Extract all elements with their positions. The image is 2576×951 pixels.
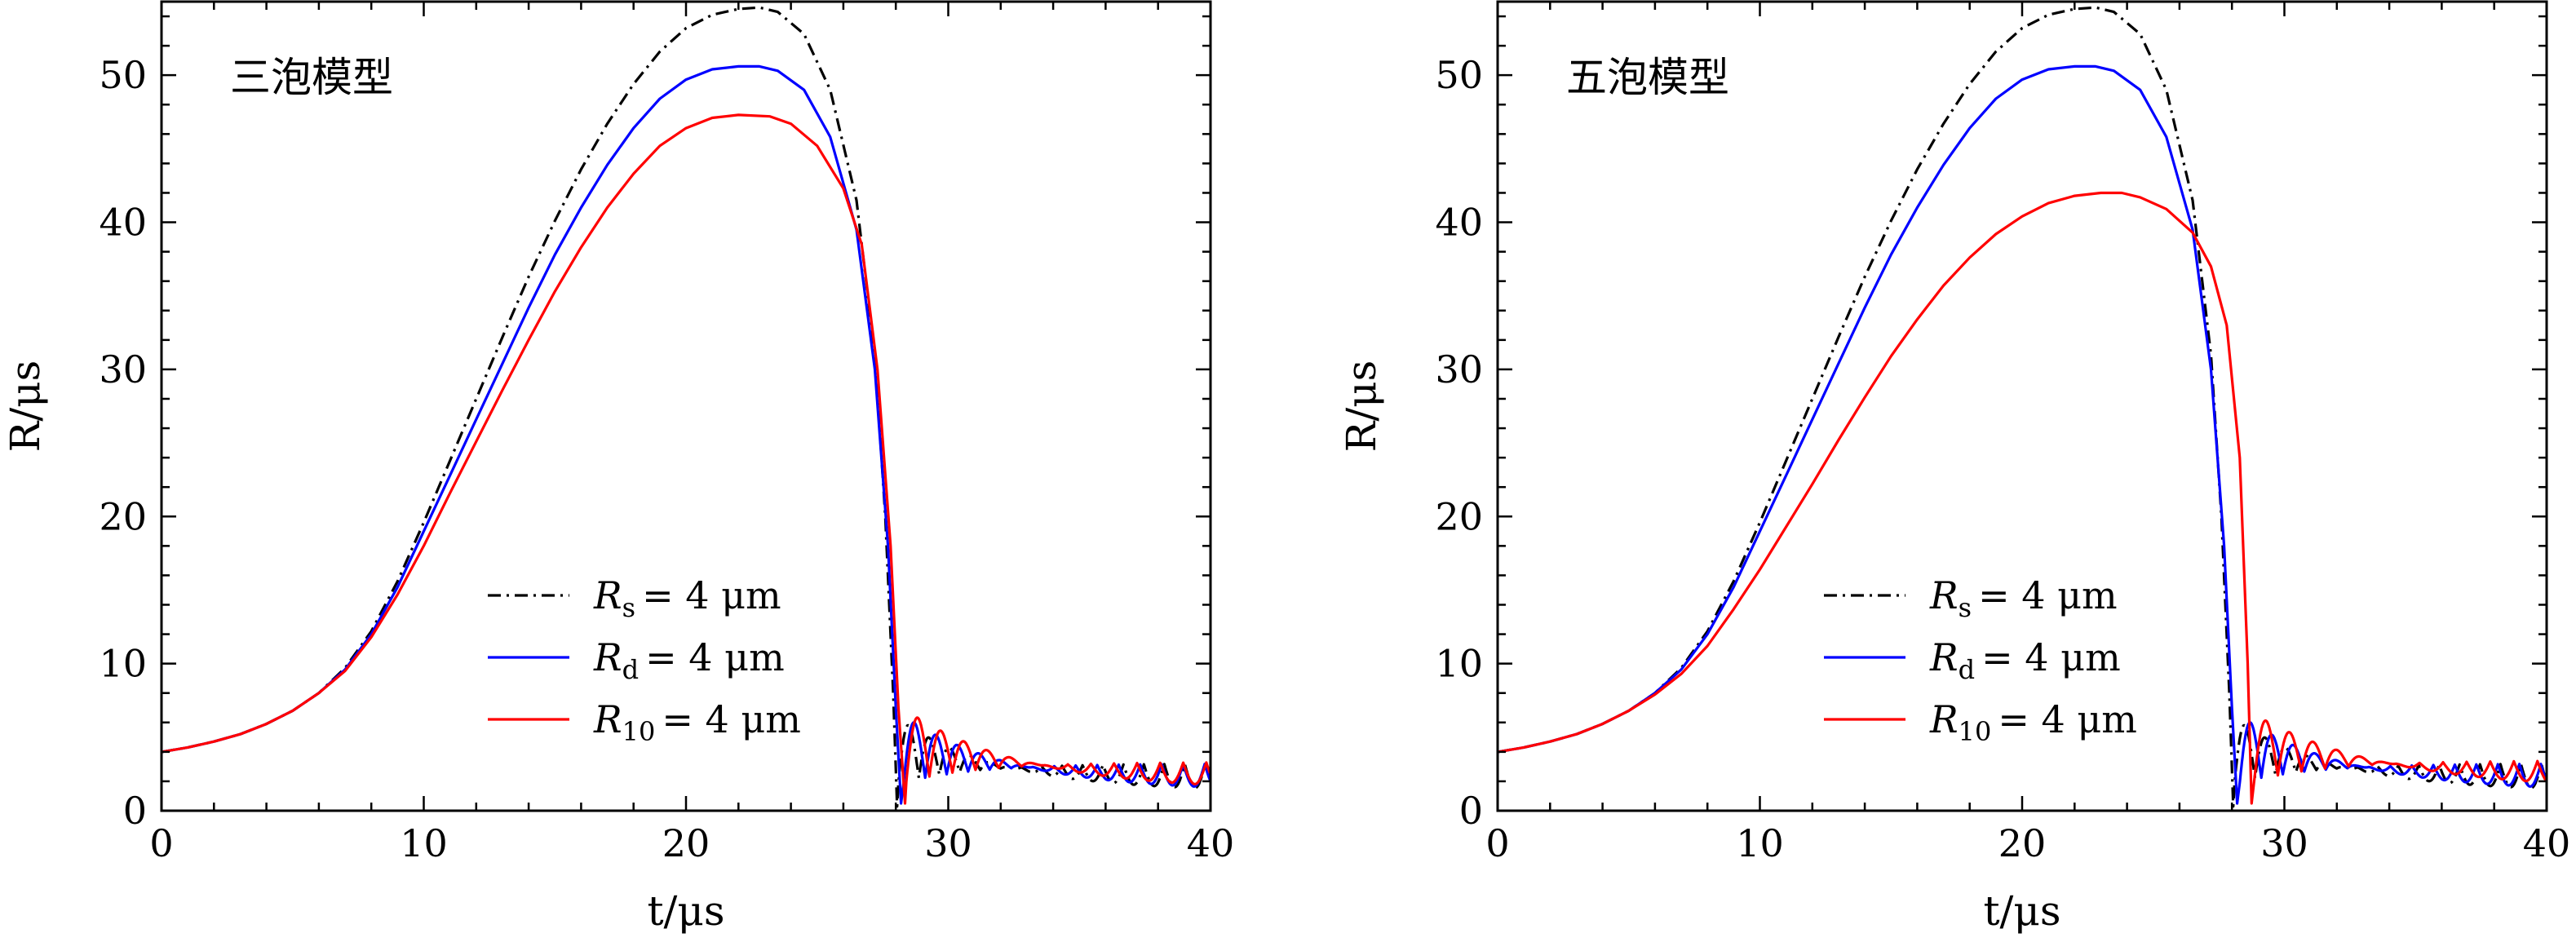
- series-line-2: [161, 113, 1211, 805]
- y-tick-label: 10: [1435, 642, 1483, 686]
- panel-title: 三泡模型: [230, 54, 393, 101]
- x-tick-label: 30: [2260, 821, 2308, 865]
- x-tick-label: 20: [662, 821, 710, 865]
- y-tick-label: 40: [99, 201, 147, 245]
- y-axis-label: R/μs: [1338, 360, 1385, 453]
- y-tick-label: 40: [1435, 201, 1483, 245]
- x-tick-label: 20: [1998, 821, 2047, 865]
- series-line-1: [161, 64, 1211, 805]
- x-tick-label: 0: [149, 821, 173, 865]
- legend-label-2: R10 = 4 μm: [593, 697, 801, 747]
- x-tick-label: 40: [1187, 821, 1235, 865]
- x-tick-label: 0: [1485, 821, 1509, 865]
- plot-frame: [1496, 0, 2548, 812]
- series-line-2: [1497, 191, 2547, 805]
- y-tick-label: 0: [1459, 789, 1483, 833]
- x-tick-label: 40: [2523, 821, 2571, 865]
- y-tick-label: 30: [1435, 347, 1483, 391]
- x-tick-label: 10: [400, 821, 448, 865]
- y-tick-label: 30: [99, 347, 147, 391]
- series-line-1: [1497, 64, 2547, 805]
- y-tick-label: 50: [1435, 53, 1483, 97]
- panel-title: 五泡模型: [1566, 54, 1729, 101]
- x-axis-label: t/μs: [1983, 887, 2060, 935]
- y-tick-label: 20: [1435, 494, 1483, 538]
- y-tick-label: 50: [99, 53, 147, 97]
- legend-label-0: Rs = 4 μm: [593, 573, 781, 623]
- legend-label-1: Rd = 4 μm: [593, 635, 785, 685]
- x-tick-label: 10: [1736, 821, 1784, 865]
- y-tick-label: 10: [99, 642, 147, 686]
- chart-panel-three-bubble: 0 10 20 30 40 0 10 20 30 40 50 t/μs R/μs 三泡模型 Rs = 4 μm…: [2, 0, 1235, 935]
- x-tick-label: 30: [924, 821, 972, 865]
- legend-label-0: Rs = 4 μm: [1929, 573, 2118, 623]
- y-tick-label: 0: [123, 789, 147, 833]
- y-tick-label: 20: [99, 494, 147, 538]
- x-axis-label: t/μs: [647, 887, 724, 935]
- legend-label-1: Rd = 4 μm: [1929, 635, 2121, 685]
- series-line-0: [1497, 6, 2547, 808]
- chart-panel-five-bubble: 0 10 20 30 40 0 10 20 30 40 50 t/μs R/μs 五泡模型 Rs = 4 μm…: [1338, 0, 2571, 935]
- plot-frame: [160, 0, 1212, 812]
- y-axis-label: R/μs: [2, 360, 49, 453]
- legend-label-2: R10 = 4 μm: [1929, 697, 2137, 747]
